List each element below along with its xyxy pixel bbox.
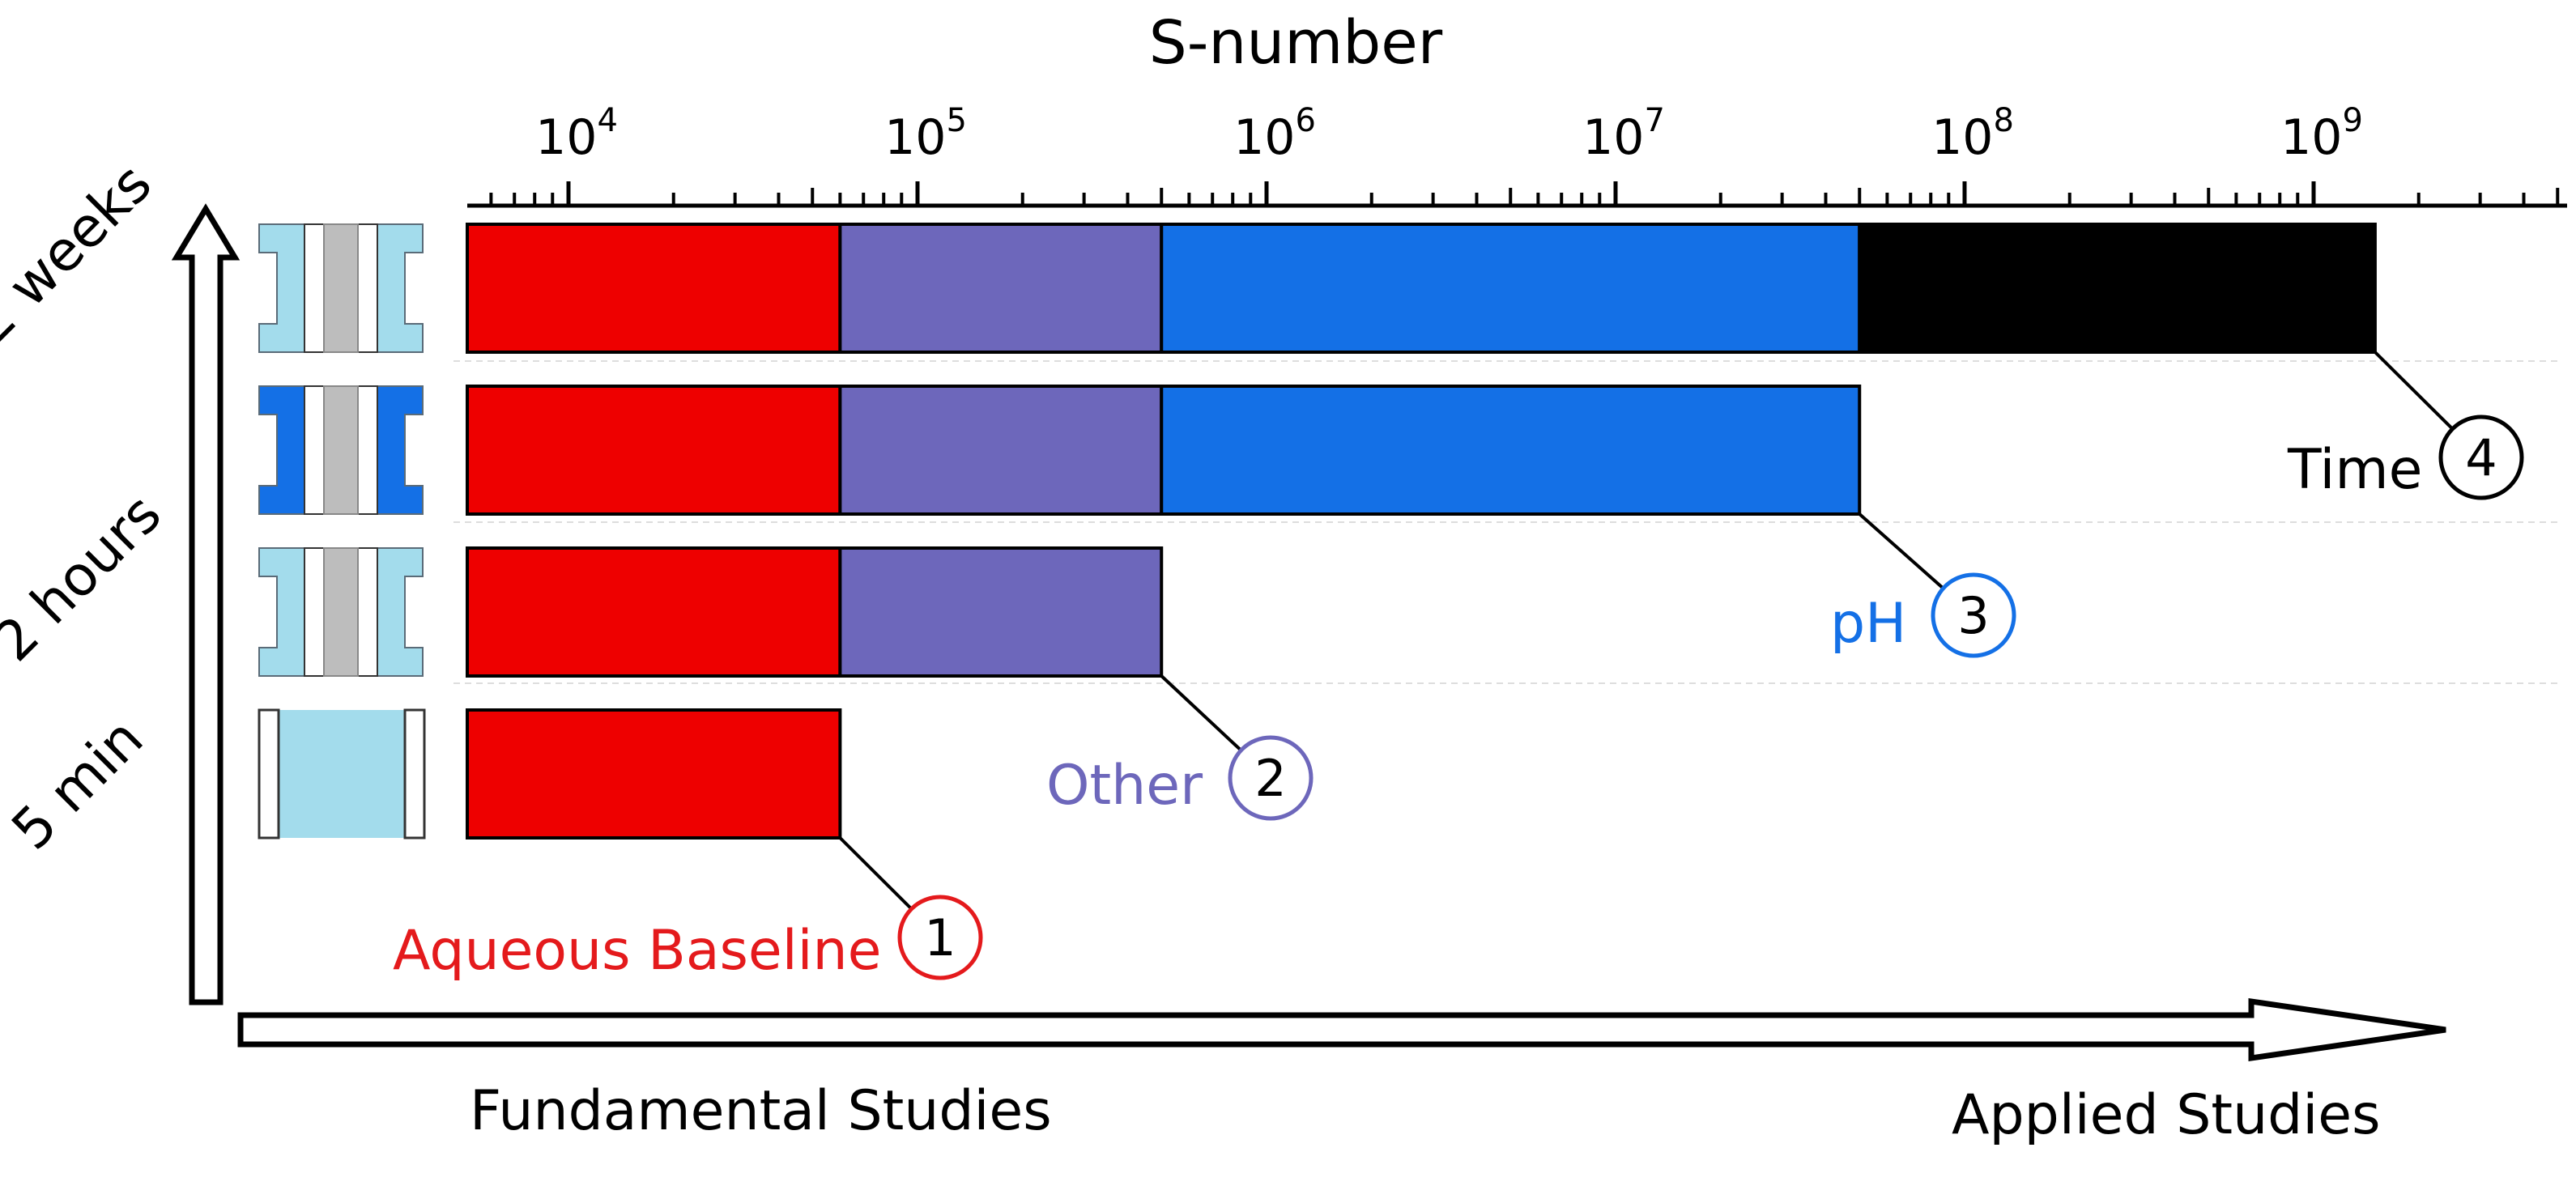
time-label-2-weeks: 2 weeks <box>0 152 164 357</box>
applied-studies-label: Applied Studies <box>1952 1083 2381 1147</box>
bar-segment-ph <box>1160 223 1862 354</box>
cell-assembly-icon <box>258 223 424 353</box>
callout-leader-line <box>838 836 913 911</box>
bar-segment-aqueous-baseline <box>466 223 842 354</box>
x-tick-label: 105 <box>884 102 967 166</box>
x-tick-label: 107 <box>1582 102 1665 166</box>
series-callouts: 1 Aqueous Baseline 2 Other 3 pH 4 Time <box>393 351 2524 983</box>
time-label-2-hours: 2 hours <box>0 482 174 674</box>
callout-number-circle <box>897 895 983 980</box>
series-label: Other <box>1046 754 1203 818</box>
callout-number-circle <box>2438 414 2524 500</box>
bar-segment-aqueous-baseline <box>466 546 842 678</box>
callout-number: 4 <box>2465 428 2497 487</box>
x-axis: 104 105 106 107 108 109 <box>467 102 2567 208</box>
series-label: Time <box>2287 438 2422 502</box>
fundamental-studies-label: Fundamental Studies <box>470 1079 1052 1143</box>
time-axis-arrow <box>171 203 241 1005</box>
bar-segments <box>466 223 2377 840</box>
cell-icon <box>258 708 426 840</box>
bar-segment-aqueous-baseline <box>466 385 842 516</box>
bar-segment-other <box>838 385 1164 516</box>
time-label-5-min: 5 min <box>0 707 155 862</box>
bar-segment-ph <box>1160 385 1862 516</box>
bar-segment-other <box>838 546 1164 678</box>
x-tick-label: 108 <box>1931 102 2014 166</box>
callout-number: 2 <box>1254 749 1286 808</box>
callout-number-circle <box>1228 735 1314 821</box>
callout-leader-line <box>1160 674 1242 752</box>
x-tick-label: 109 <box>2280 102 2363 166</box>
bar-segment-other <box>838 223 1164 354</box>
chart-title: S-number <box>1149 8 1443 78</box>
callout-leader-line <box>2374 351 2454 431</box>
x-tick-label: 106 <box>1233 102 1316 166</box>
x-tick-label: 104 <box>535 102 618 166</box>
callout-leader-line <box>1858 512 1944 590</box>
callout-number: 3 <box>1957 586 1989 645</box>
application-axis-arrow <box>237 997 2446 1062</box>
cell-icons <box>258 223 426 840</box>
bar-segment-time <box>1858 223 2377 354</box>
series-label: Aqueous Baseline <box>393 919 881 983</box>
callout-number-circle <box>1931 572 2016 658</box>
callout-number: 1 <box>924 908 956 967</box>
series-label: pH <box>1830 592 1906 656</box>
bar-segment-aqueous-baseline <box>466 708 842 840</box>
cell-assembly-icon <box>258 385 424 515</box>
cell-assembly-icon <box>258 547 424 677</box>
